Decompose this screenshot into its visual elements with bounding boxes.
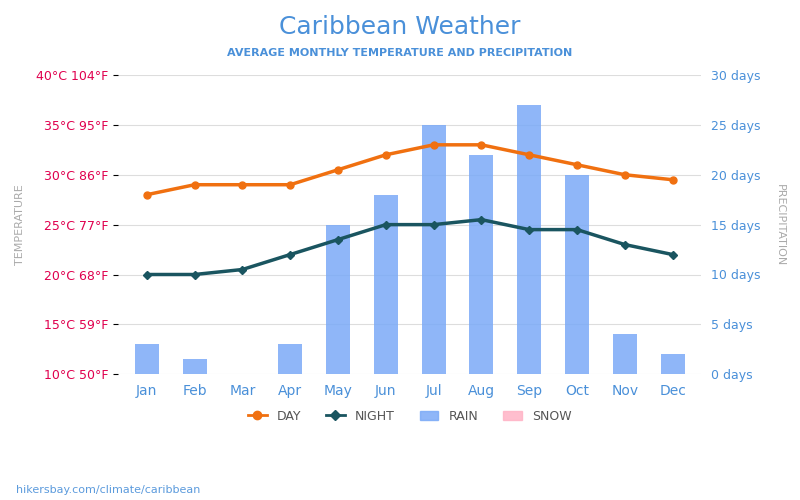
Y-axis label: TEMPERATURE: TEMPERATURE — [15, 184, 25, 265]
Text: Caribbean Weather: Caribbean Weather — [279, 15, 521, 39]
Bar — [661, 354, 685, 374]
Bar — [374, 194, 398, 374]
Bar — [613, 334, 637, 374]
Legend: DAY, NIGHT, RAIN, SNOW: DAY, NIGHT, RAIN, SNOW — [243, 405, 577, 428]
Text: hikersbay.com/climate/caribbean: hikersbay.com/climate/caribbean — [16, 485, 200, 495]
Bar — [422, 125, 446, 374]
Bar — [326, 224, 350, 374]
Text: AVERAGE MONTHLY TEMPERATURE AND PRECIPITATION: AVERAGE MONTHLY TEMPERATURE AND PRECIPIT… — [227, 48, 573, 58]
Bar — [518, 105, 541, 374]
Bar — [182, 360, 206, 374]
Bar — [565, 175, 589, 374]
Bar — [470, 155, 494, 374]
Bar — [278, 344, 302, 374]
Bar — [135, 344, 158, 374]
Y-axis label: PRECIPITATION: PRECIPITATION — [775, 184, 785, 266]
